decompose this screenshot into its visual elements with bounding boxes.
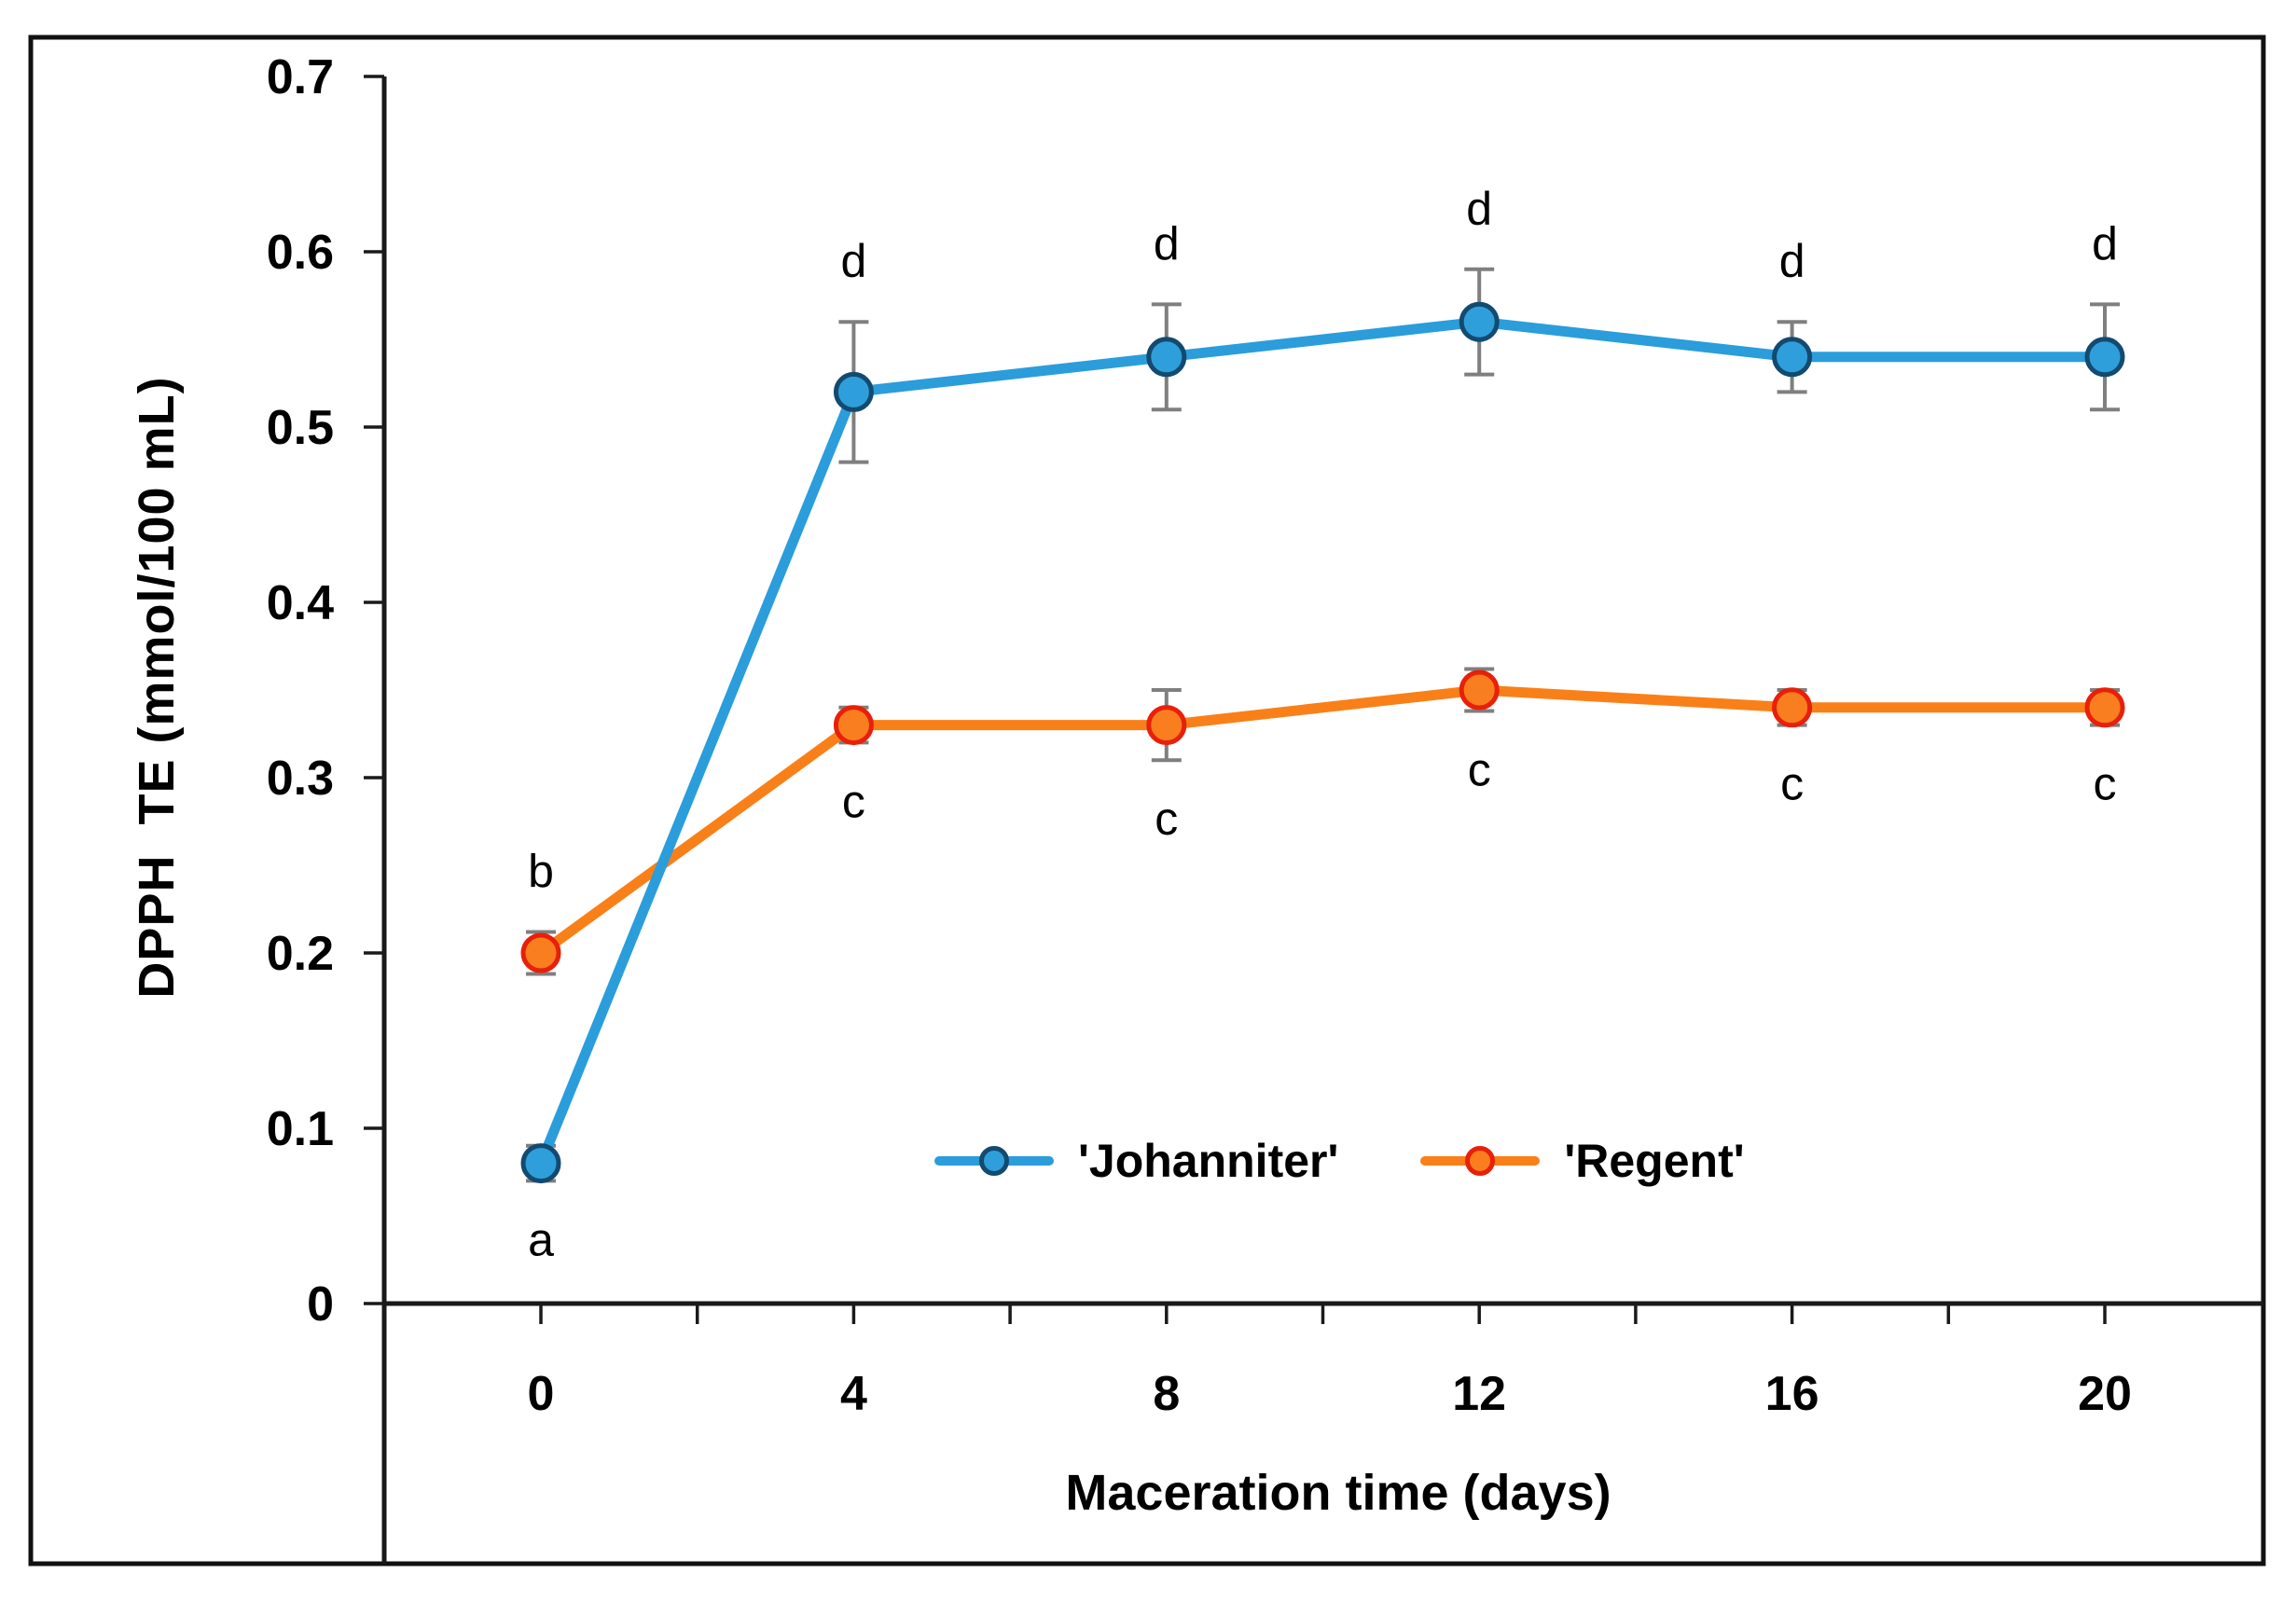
legend-label-regent: 'Regent' xyxy=(1564,1135,1745,1187)
y-tick-label: 0.2 xyxy=(267,927,334,981)
significance-letter-regent-x20: c xyxy=(2094,758,2117,810)
legend-sample-regent xyxy=(1420,1146,1541,1176)
x-tick-label: 0 xyxy=(528,1367,555,1421)
y-tick-label: 0.4 xyxy=(267,576,334,630)
figure-frame xyxy=(28,35,2266,1566)
significance-letter-johanniter-x8: d xyxy=(1154,217,1180,269)
significance-letter-regent-x12: c xyxy=(1468,744,1491,796)
y-tick-label: 0.1 xyxy=(267,1102,334,1156)
y-axis-title: DPPH TE (mmol/100 mL) xyxy=(129,376,185,999)
y-tick-label: 0.7 xyxy=(267,50,334,104)
significance-letter-regent-x16: c xyxy=(1780,758,1804,810)
significance-letter-johanniter-x16: d xyxy=(1779,235,1805,287)
significance-letter-regent-x4: c xyxy=(842,775,865,827)
legend-label-johanniter: 'Johanniter' xyxy=(1078,1135,1339,1187)
x-tick-label: 20 xyxy=(2078,1367,2132,1421)
data-point-johanniter-x4 xyxy=(833,371,874,412)
significance-letter-johanniter-x4: d xyxy=(840,235,866,287)
data-point-johanniter-x0 xyxy=(520,1143,561,1184)
significance-letter-johanniter-x12: d xyxy=(1466,183,1492,235)
legend-item-regent: 'Regent' xyxy=(1420,1134,1745,1188)
x-tick-label: 12 xyxy=(1452,1367,1506,1421)
series-line-regent xyxy=(535,684,2110,959)
data-point-regent-x16 xyxy=(1772,687,1813,728)
x-tick-label: 16 xyxy=(1765,1367,1819,1421)
legend-marker-icon xyxy=(979,1146,1009,1176)
data-point-johanniter-x8 xyxy=(1146,337,1187,378)
data-point-regent-x12 xyxy=(1459,669,1500,711)
data-point-johanniter-x16 xyxy=(1772,337,1813,378)
y-tick-label: 0.6 xyxy=(267,226,334,280)
significance-letter-regent-x0: b xyxy=(528,845,554,897)
data-point-johanniter-x12 xyxy=(1459,301,1500,342)
data-point-johanniter-x20 xyxy=(2084,337,2125,378)
data-point-regent-x8 xyxy=(1146,705,1187,746)
x-tick-label: 8 xyxy=(1153,1367,1180,1421)
legend-marker-icon xyxy=(1465,1146,1496,1176)
x-tick-label: 4 xyxy=(840,1367,867,1421)
significance-letter-regent-x8: c xyxy=(1155,793,1178,845)
y-tick-label: 0.5 xyxy=(267,401,334,455)
legend-sample-johanniter xyxy=(934,1146,1054,1176)
x-axis-title: Maceration time (days) xyxy=(1065,1465,1611,1521)
data-point-regent-x0 xyxy=(520,932,561,973)
legend: 'Johanniter' 'Regent' xyxy=(934,1134,1745,1188)
significance-letter-johanniter-x20: d xyxy=(2092,217,2118,269)
significance-letter-johanniter-x0: a xyxy=(528,1213,554,1265)
series-line-johanniter xyxy=(535,316,2110,1169)
data-point-regent-x20 xyxy=(2084,687,2125,728)
y-tick-label: 0 xyxy=(307,1277,334,1332)
data-point-regent-x4 xyxy=(833,705,874,746)
y-tick-label: 0.3 xyxy=(267,752,334,806)
legend-item-johanniter: 'Johanniter' xyxy=(934,1134,1338,1188)
